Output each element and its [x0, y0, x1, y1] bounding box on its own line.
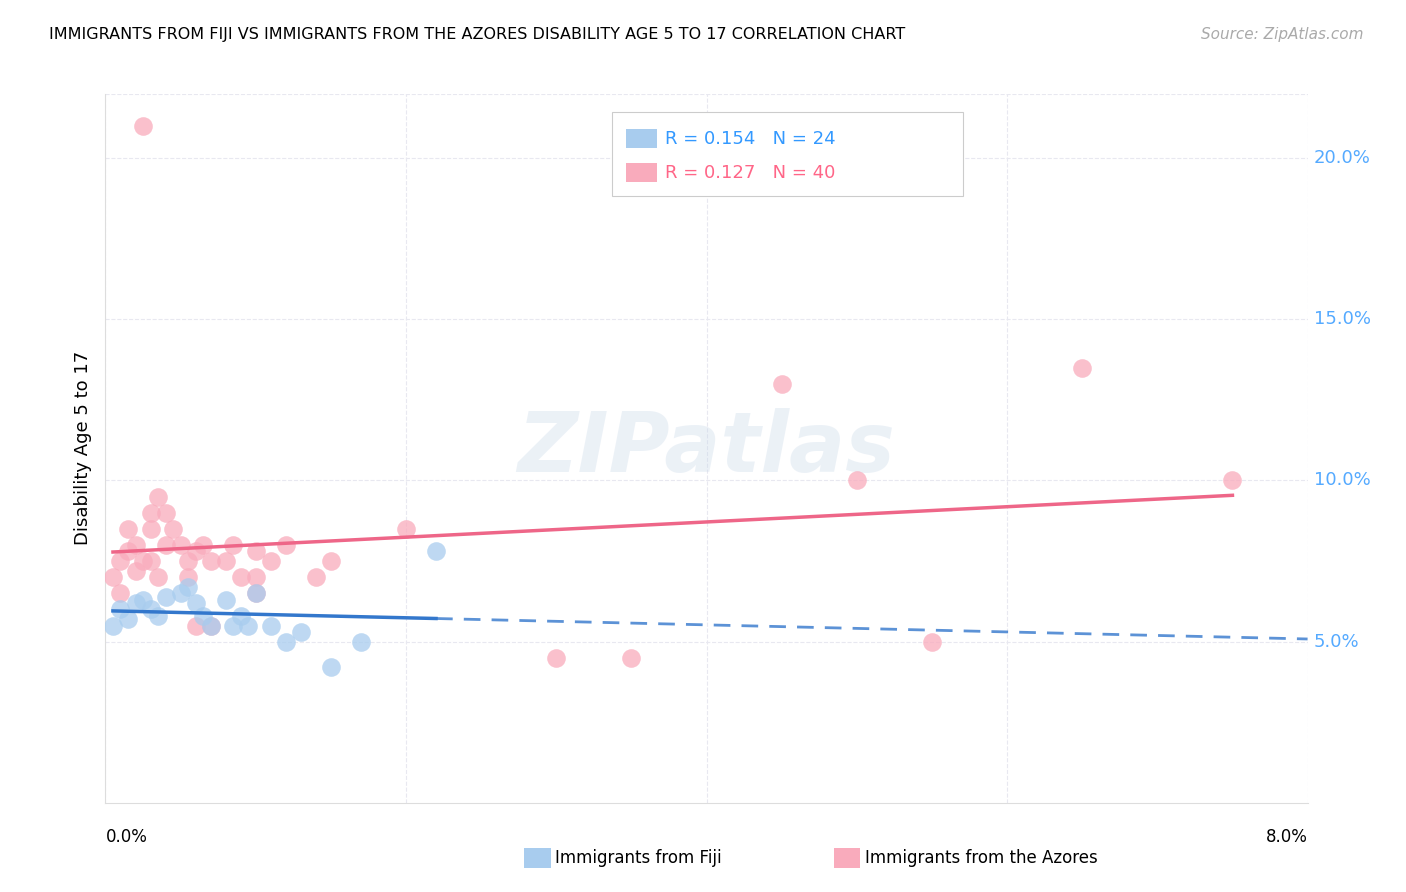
Text: 8.0%: 8.0% — [1265, 828, 1308, 846]
Point — [546, 650, 568, 665]
Point — [139, 506, 162, 520]
Text: Immigrants from the Azores: Immigrants from the Azores — [865, 849, 1098, 867]
Point — [200, 618, 222, 632]
Point — [110, 602, 132, 616]
Point — [319, 660, 342, 674]
Text: 15.0%: 15.0% — [1313, 310, 1371, 328]
Text: 0.0%: 0.0% — [105, 828, 148, 846]
Point — [132, 592, 155, 607]
Text: 10.0%: 10.0% — [1313, 472, 1371, 490]
Point — [200, 554, 222, 568]
Point — [117, 544, 139, 558]
Point — [921, 634, 943, 648]
Point — [191, 538, 214, 552]
Text: 5.0%: 5.0% — [1313, 632, 1360, 650]
Point — [177, 570, 200, 584]
Point — [117, 522, 139, 536]
Point — [845, 474, 868, 488]
Point — [191, 608, 214, 623]
Point — [214, 554, 236, 568]
Point — [274, 634, 297, 648]
Point — [214, 592, 236, 607]
Point — [132, 119, 155, 133]
Point — [229, 570, 252, 584]
Point — [124, 538, 146, 552]
Point — [139, 554, 162, 568]
Text: Immigrants from Fiji: Immigrants from Fiji — [555, 849, 723, 867]
Point — [222, 618, 245, 632]
Point — [146, 608, 169, 623]
Point — [146, 570, 169, 584]
Point — [155, 506, 177, 520]
Point — [1222, 474, 1244, 488]
Point — [124, 596, 146, 610]
Point — [245, 586, 267, 600]
Point — [155, 590, 177, 604]
Point — [184, 596, 207, 610]
Point — [110, 586, 132, 600]
Point — [770, 376, 793, 391]
Point — [139, 602, 162, 616]
Point — [260, 618, 283, 632]
Point — [110, 554, 132, 568]
Text: IMMIGRANTS FROM FIJI VS IMMIGRANTS FROM THE AZORES DISABILITY AGE 5 TO 17 CORREL: IMMIGRANTS FROM FIJI VS IMMIGRANTS FROM … — [49, 27, 905, 42]
Text: R = 0.154   N = 24: R = 0.154 N = 24 — [665, 129, 835, 147]
Point — [245, 544, 267, 558]
Point — [117, 612, 139, 626]
Text: R = 0.127   N = 40: R = 0.127 N = 40 — [665, 163, 835, 181]
Point — [169, 586, 191, 600]
Point — [305, 570, 328, 584]
Point — [425, 544, 447, 558]
Point — [290, 624, 312, 639]
Point — [162, 522, 184, 536]
Point — [245, 586, 267, 600]
Point — [177, 554, 200, 568]
Text: ZIPatlas: ZIPatlas — [517, 408, 896, 489]
Point — [260, 554, 283, 568]
Point — [274, 538, 297, 552]
Point — [155, 538, 177, 552]
Point — [101, 618, 124, 632]
Point — [184, 618, 207, 632]
Point — [245, 570, 267, 584]
Point — [200, 618, 222, 632]
Point — [620, 650, 643, 665]
Text: Source: ZipAtlas.com: Source: ZipAtlas.com — [1201, 27, 1364, 42]
Point — [177, 580, 200, 594]
Text: 20.0%: 20.0% — [1313, 149, 1371, 167]
Point — [222, 538, 245, 552]
Point — [146, 490, 169, 504]
Point — [350, 634, 373, 648]
Point — [184, 544, 207, 558]
Point — [395, 522, 418, 536]
Y-axis label: Disability Age 5 to 17: Disability Age 5 to 17 — [73, 351, 91, 545]
Point — [319, 554, 342, 568]
Point — [101, 570, 124, 584]
Point — [132, 554, 155, 568]
Point — [1071, 360, 1094, 375]
Point — [124, 564, 146, 578]
Point — [238, 618, 260, 632]
Point — [229, 608, 252, 623]
Point — [169, 538, 191, 552]
Point — [139, 522, 162, 536]
